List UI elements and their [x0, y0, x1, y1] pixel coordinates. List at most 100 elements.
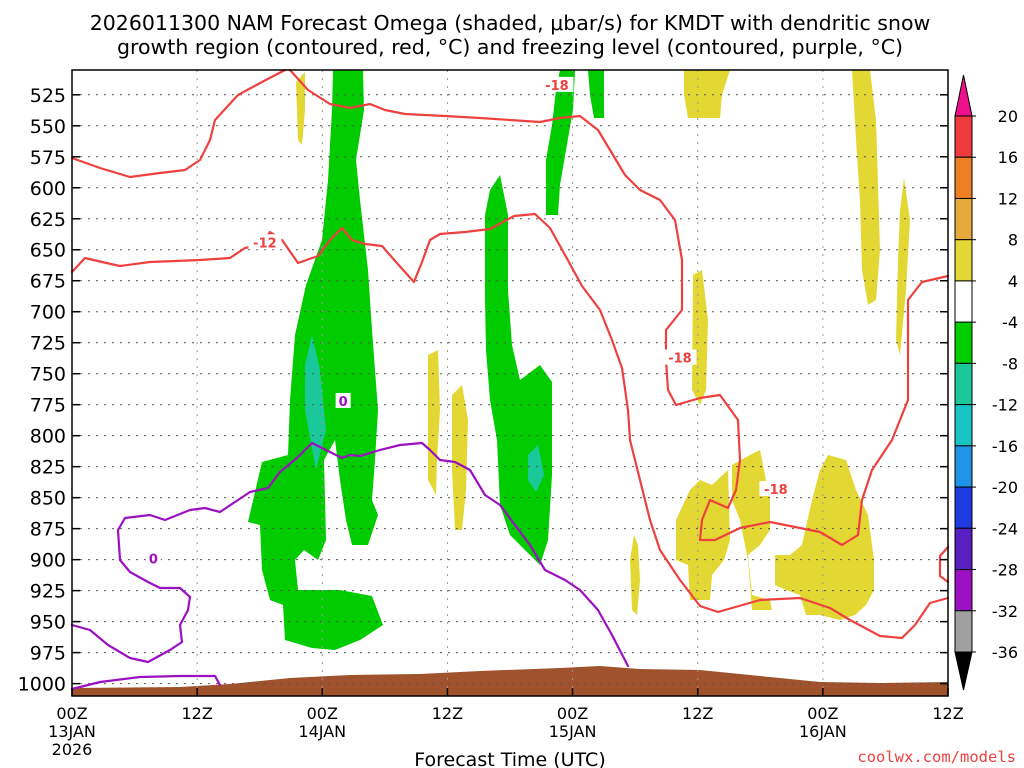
- dgz-contour-line: [938, 545, 950, 584]
- x-tick-date-label: 13JAN: [48, 722, 96, 741]
- colorbar-swatch: [954, 197, 973, 241]
- colorbar-swatch: [954, 527, 973, 571]
- omega-pos4-region: [852, 70, 880, 305]
- omega-neg4-region: [588, 70, 604, 118]
- colorbar-label: -36: [992, 643, 1018, 662]
- x-tick-time-label: 12Z: [682, 704, 713, 723]
- omega-pos4-region: [692, 270, 708, 405]
- x-tick-date-label: 14JAN: [298, 722, 346, 741]
- contour-label-bg: [759, 480, 793, 496]
- dgz-contour-line: [288, 68, 950, 547]
- omega-pos4-region: [630, 535, 640, 615]
- x-tick-time-label: 12Z: [432, 704, 463, 723]
- y-axis: 525 550 575 600 625 650 675 700 725 750 775 800 825 8…: [18, 85, 948, 696]
- colorbar-bottom-arrow: [954, 651, 973, 691]
- y-tick-label: 525: [30, 85, 66, 107]
- plot-frame: [71, 69, 949, 697]
- x-tick-date-label: 16JAN: [799, 722, 847, 741]
- omega-neg4-region: [546, 70, 575, 215]
- x-axis-title: Forecast Time (UTC): [414, 749, 605, 768]
- y-tick-label: 625: [30, 209, 66, 231]
- x-tick-time-label: 00Z: [807, 704, 838, 723]
- y-tick-label: 650: [30, 240, 66, 262]
- contour-label: 0: [339, 395, 348, 410]
- x-tick-time-label: 00Z: [56, 704, 87, 723]
- colorbar-swatch: [954, 321, 973, 364]
- colorbar-label: -32: [992, 602, 1018, 621]
- colorbar-label: 8: [1008, 231, 1018, 250]
- freezing-contour-line: [70, 441, 630, 668]
- y-tick-label: 850: [30, 488, 66, 510]
- y-tick-label: 550: [30, 116, 66, 138]
- colorbar-swatch: [954, 486, 973, 529]
- x-tick-date-label: 15JAN: [549, 722, 597, 741]
- chart-title-line-1: 2026011300 NAM Forecast Omega (shaded, μ…: [90, 11, 931, 35]
- omega-pos4-region: [775, 455, 874, 620]
- contour-labels: -18 -12 -18 -18 0 0: [145, 76, 793, 567]
- omega-shading: [248, 70, 910, 650]
- y-tick-label: 875: [30, 519, 66, 541]
- colorbar-swatch: [954, 610, 973, 653]
- x-tick-time-label: 00Z: [557, 704, 588, 723]
- dgz-contour-line: [70, 68, 287, 179]
- colorbar-swatch: [954, 156, 973, 199]
- grid-lines: [72, 70, 948, 696]
- colorbar-swatch: [954, 239, 973, 282]
- colorbar-label: 20: [998, 107, 1018, 126]
- contour-label-bg: [248, 234, 282, 250]
- omega-pos4-region: [428, 350, 440, 495]
- chart-title-line-2: growth region (contoured, red, °C) and f…: [117, 35, 903, 59]
- colorbar-label: -28: [992, 561, 1018, 580]
- y-tick-label: 925: [30, 581, 66, 603]
- y-tick-label: 750: [30, 364, 66, 386]
- colorbar-top-arrow: [954, 74, 973, 117]
- credit-text: coolwx.com/models: [857, 748, 1016, 766]
- omega-pos4-region: [296, 72, 305, 145]
- contour-label-bg: [663, 349, 697, 365]
- omega-pos4-region: [452, 385, 468, 530]
- omega-pos4-region: [896, 178, 910, 355]
- contour-label-bg: [335, 392, 351, 408]
- colorbar-label: -4: [1002, 313, 1018, 332]
- y-tick-label: 600: [30, 178, 66, 200]
- terrain-surface: [72, 666, 948, 696]
- contour-label: 0: [149, 552, 158, 567]
- freezing-contour-line: [70, 674, 222, 691]
- y-tick-label: 575: [30, 147, 66, 169]
- y-tick-label: 700: [30, 302, 66, 324]
- contour-label: -12: [253, 236, 277, 251]
- y-tick-label: 775: [30, 395, 66, 417]
- contour-label: -18: [668, 352, 692, 367]
- colorbar-label: -16: [992, 437, 1018, 456]
- freezing-level-contours: [70, 441, 630, 691]
- colorbar-swatch: [954, 280, 973, 323]
- y-tick-label: 1000: [18, 674, 66, 696]
- omega-neg8-region: [528, 445, 544, 492]
- colorbar-swatch: [954, 362, 973, 406]
- colorbar-label: -12: [992, 396, 1018, 415]
- colorbar-label: 4: [1008, 272, 1018, 291]
- colorbar-label: 16: [998, 148, 1018, 167]
- y-tick-label: 900: [30, 550, 66, 572]
- contour-label-bg: [145, 550, 161, 566]
- x-tick-time-label: 12Z: [932, 704, 963, 723]
- x-tick-time-label: 00Z: [307, 704, 338, 723]
- x-tick-time-label: 12Z: [181, 704, 212, 723]
- x-tick-year-label: 2026: [52, 740, 93, 759]
- y-tick-label: 950: [30, 612, 66, 634]
- y-tick-label: 975: [30, 643, 66, 665]
- colorbar-label: -8: [1002, 354, 1018, 373]
- y-tick-label: 675: [30, 271, 66, 293]
- y-tick-label: 800: [30, 426, 66, 448]
- colorbar-legend: 20 16 12 8 4 -4 -8 -12 -16 -20 -24 -28 -32 -36: [954, 74, 1018, 691]
- omega-pos4-region: [684, 70, 730, 118]
- colorbar-swatch: [954, 404, 973, 447]
- contour-label-bg: [540, 76, 574, 92]
- y-tick-label: 825: [30, 457, 66, 479]
- y-tick-label: 725: [30, 333, 66, 355]
- colorbar-swatch: [954, 115, 973, 158]
- colorbar-label: 12: [998, 189, 1018, 208]
- contour-label: -18: [764, 483, 788, 498]
